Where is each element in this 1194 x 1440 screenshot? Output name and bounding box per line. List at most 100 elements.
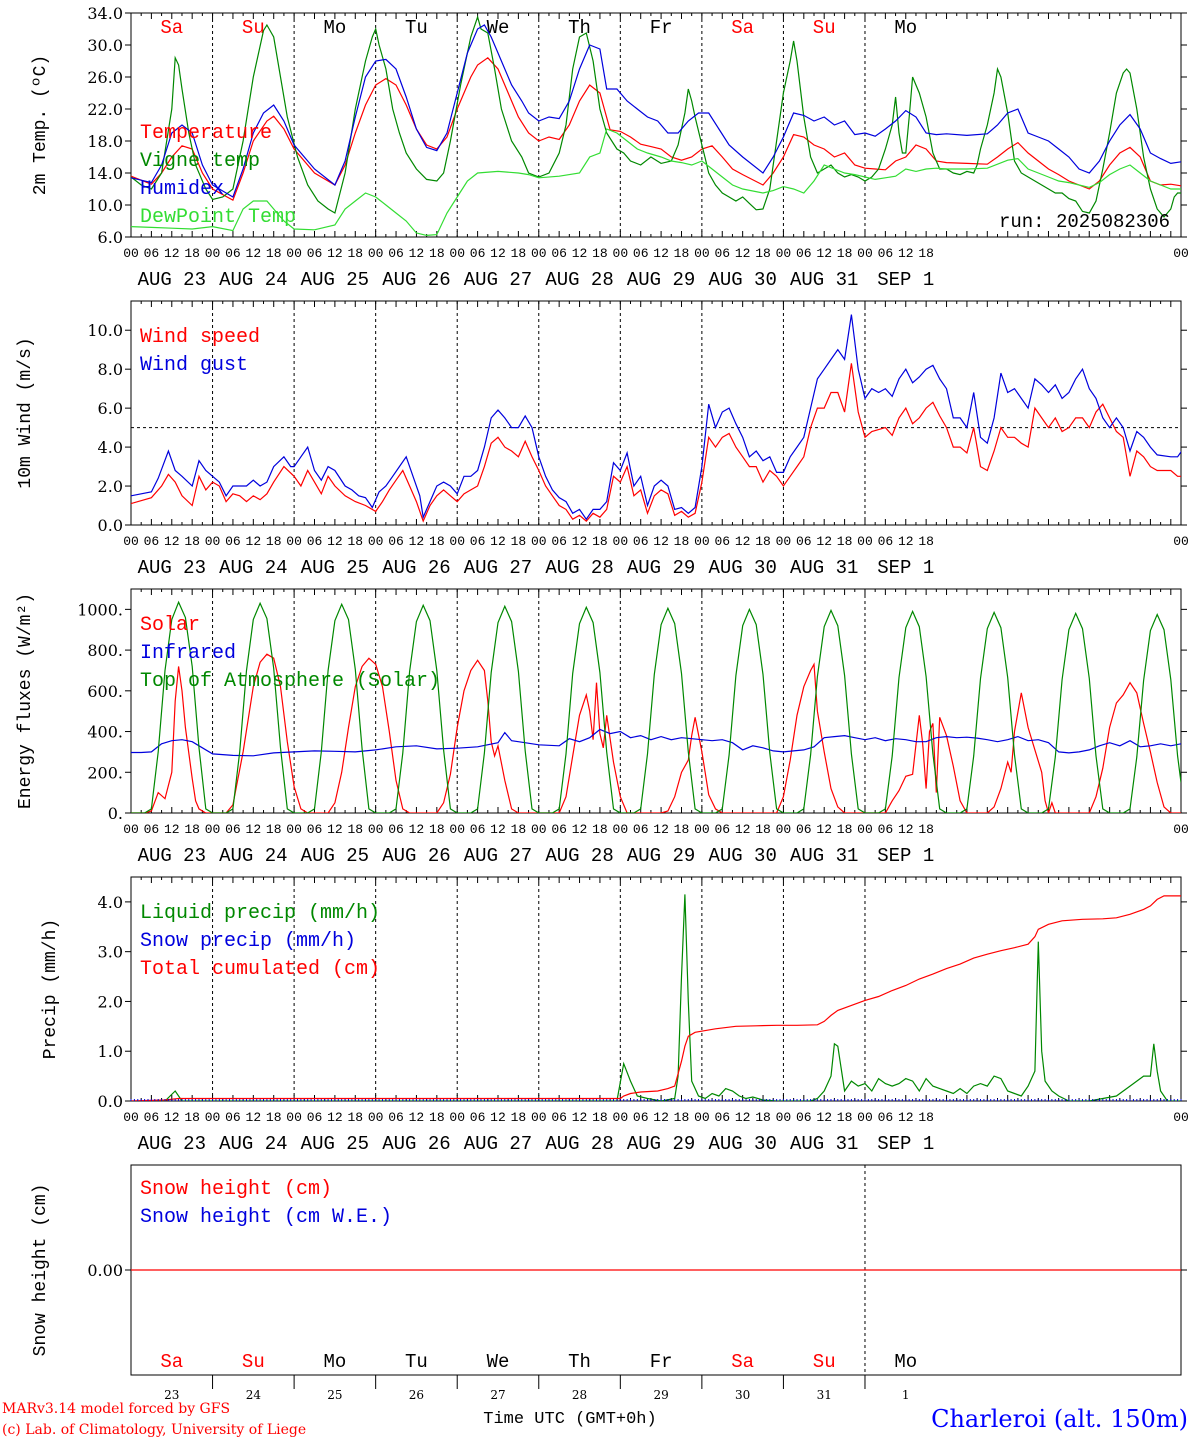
hour-label: 00 — [531, 246, 547, 261]
date-label: AUG 29 — [627, 557, 695, 579]
hour-label: 12 — [572, 822, 588, 837]
hour-label: 00 — [123, 246, 139, 261]
hour-label: 06 — [144, 822, 160, 837]
series-line-total-cumulated-cm- — [131, 895, 1181, 1101]
y-tick-label: 10.0 — [87, 321, 123, 340]
legend-entry: Vigne temp — [140, 150, 260, 173]
hour-label: 12 — [409, 534, 425, 549]
hour-label: 12 — [572, 1110, 588, 1125]
hour-label: 12 — [490, 822, 506, 837]
hour-label: 06 — [307, 822, 323, 837]
legend-entry: Total cumulated (cm) — [140, 958, 380, 981]
hour-label: 00 — [531, 822, 547, 837]
date-label: AUG 30 — [708, 845, 776, 867]
legend-entry: DewPoint Temp — [140, 206, 296, 229]
hour-label: 00 — [613, 534, 629, 549]
hour-label: 18 — [755, 534, 771, 549]
hour-label: 00 — [205, 246, 221, 261]
hour-label: 18 — [184, 534, 200, 549]
hour-label: 00 — [286, 822, 302, 837]
hour-label: 12 — [490, 1110, 506, 1125]
day-of-week-label: Sa — [731, 1351, 754, 1373]
day-of-week-label: Mo — [894, 17, 917, 39]
day-of-week-label: Fr — [650, 17, 673, 39]
hour-label: 12 — [653, 534, 669, 549]
date-label: AUG 27 — [464, 1133, 532, 1155]
date-label: AUG 24 — [219, 845, 287, 867]
hour-label: 12 — [246, 1110, 262, 1125]
hour-label: 06 — [470, 822, 486, 837]
y-axis-label: Snow height (cm) — [31, 1184, 51, 1357]
hour-label: 00 — [286, 246, 302, 261]
hour-label: 06 — [470, 534, 486, 549]
day-of-week-label: Sa — [731, 17, 754, 39]
y-axis-label: Energy fluxes (W/m²) — [16, 593, 36, 809]
hour-label: 00 — [368, 822, 384, 837]
panel-frame — [130, 876, 1182, 1102]
location-label: Charleroi (alt. 150m) — [931, 1405, 1188, 1433]
date-label: AUG 23 — [138, 557, 206, 579]
hour-label: 12 — [816, 822, 832, 837]
y-tick-label: 14.0 — [87, 164, 123, 183]
hour-label: 18 — [674, 534, 690, 549]
panel-frame — [130, 300, 1182, 526]
hour-label: 00 — [205, 534, 221, 549]
date-label: AUG 25 — [301, 557, 369, 579]
hour-label: 00 — [531, 1110, 547, 1125]
hour-label: 12 — [898, 534, 914, 549]
hour-label: 18 — [347, 1110, 363, 1125]
hour-label: 18 — [755, 1110, 771, 1125]
hour-label: 12 — [164, 246, 180, 261]
panel-1: 6.0 10.0 14.0 18.0 22.0 26.0 30.0 34.0 00 06 12 18 0… — [31, 4, 1189, 291]
hour-label: 00 — [1173, 534, 1189, 549]
day-of-week-label: We — [487, 17, 510, 39]
hour-label: 00 — [613, 822, 629, 837]
hour-label: 12 — [409, 246, 425, 261]
series-line-top-of-atmosphere-solar- — [131, 600, 1181, 813]
day-number-label: 25 — [327, 1388, 342, 1402]
hour-label: 06 — [551, 1110, 567, 1125]
hour-label: 06 — [144, 246, 160, 261]
legend-entry: Wind speed — [140, 326, 260, 349]
hour-label: 00 — [613, 246, 629, 261]
hour-label: 00 — [449, 246, 465, 261]
hour-label: 12 — [898, 822, 914, 837]
hour-label: 06 — [225, 246, 241, 261]
hour-label: 12 — [409, 822, 425, 837]
hour-label: 06 — [144, 534, 160, 549]
hour-label: 06 — [225, 534, 241, 549]
hour-label: 00 — [857, 822, 873, 837]
hour-label: 18 — [184, 246, 200, 261]
hour-label: 12 — [898, 1110, 914, 1125]
hour-label: 06 — [714, 822, 730, 837]
hour-label: 18 — [266, 246, 282, 261]
hour-label: 00 — [286, 534, 302, 549]
date-label: AUG 31 — [790, 269, 858, 291]
date-label: AUG 29 — [627, 845, 695, 867]
hour-label: 00 — [286, 1110, 302, 1125]
legend-entry: Infrared — [140, 642, 236, 665]
hour-label: 12 — [572, 246, 588, 261]
y-tick-label: 18.0 — [87, 132, 123, 151]
date-label: AUG 26 — [382, 845, 450, 867]
series-line-infrared — [131, 728, 1181, 757]
y-tick-label: 4.0 — [98, 893, 123, 912]
hour-label: 12 — [816, 534, 832, 549]
date-label: AUG 25 — [301, 1133, 369, 1155]
legend-entry: Solar — [140, 614, 200, 637]
date-label: AUG 28 — [545, 269, 613, 291]
date-label: AUG 25 — [301, 845, 369, 867]
hour-label: 12 — [898, 246, 914, 261]
hour-label: 12 — [735, 534, 751, 549]
hour-label: 12 — [327, 822, 343, 837]
hour-label: 00 — [368, 1110, 384, 1125]
hour-label: 06 — [307, 1110, 323, 1125]
hour-label: 12 — [164, 1110, 180, 1125]
panel-2: 0.0 2.0 4.0 6.0 8.0 10.0 00 06 12 18 00 06 12 18 00 06 1… — [16, 300, 1189, 579]
hour-label: 06 — [878, 822, 894, 837]
hour-label: 00 — [776, 1110, 792, 1125]
hour-label: 18 — [918, 1110, 934, 1125]
date-label: AUG 23 — [138, 845, 206, 867]
hour-label: 18 — [918, 822, 934, 837]
hour-label: 18 — [837, 534, 853, 549]
